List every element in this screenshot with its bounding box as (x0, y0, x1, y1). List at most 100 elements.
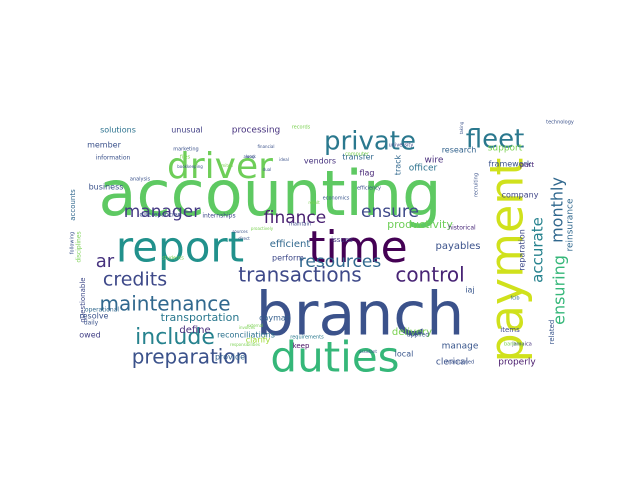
word-information: information (96, 155, 131, 162)
word-properly: properly (498, 358, 536, 368)
word-iaj: iaj (465, 286, 474, 295)
word-analysis: analysis (130, 177, 151, 183)
word-reconciliations: reconciliations (217, 331, 275, 340)
word-files: files (180, 155, 191, 161)
word-efficient: efficient (270, 239, 311, 250)
word-vendors: vendors (304, 157, 336, 166)
word-time: time (308, 222, 407, 273)
word-financial: financial (258, 144, 275, 149)
word-resources: resources (299, 252, 382, 272)
word-resolve: resolve (80, 312, 109, 321)
word-banking: banking (504, 342, 524, 348)
word-jamaica: jamaica (511, 342, 532, 348)
word-provide: provide (215, 353, 245, 362)
word-applied: applied (407, 332, 429, 339)
word-disciplines: disciplines (76, 231, 83, 262)
word-students: students (162, 256, 184, 262)
word-maintained: maintained (446, 360, 474, 366)
word-manager: manager (124, 202, 200, 222)
word-officer: officer (409, 164, 438, 174)
word-branch: branch (256, 280, 465, 350)
word-cayman: cayman (259, 314, 291, 323)
word-member: member (87, 141, 122, 150)
word-dual: dual (263, 167, 272, 172)
word-perform: perform (272, 254, 304, 263)
word-external: external (247, 323, 263, 328)
word-internships: internships (202, 213, 235, 220)
word-related: related (548, 320, 556, 345)
word-ar: ar (96, 251, 115, 272)
word-ensure: ensure (361, 202, 419, 222)
word-productivity: productivity (387, 218, 453, 231)
word-maintain: maintain (289, 222, 311, 228)
word-university: university (389, 143, 414, 149)
word-fleet: fleet (466, 125, 525, 155)
word-bookkeeping: bookkeeping (177, 164, 203, 169)
word-keep: keep (293, 342, 310, 350)
word-preparation: preparation (132, 345, 249, 369)
word-unusual: unusual (171, 126, 203, 135)
word-ideal: ideal (279, 157, 289, 162)
word-taking: taking (459, 121, 464, 134)
word-driver: driver (167, 146, 273, 187)
word-solutions: solutions (100, 126, 136, 135)
word-direct: direct (238, 236, 250, 241)
word-duties: duties (270, 333, 399, 382)
word-operational: operational (85, 307, 119, 314)
word-owed: owed (79, 331, 100, 340)
word-issues: issues (331, 236, 353, 244)
word-transactions: transactions (238, 263, 361, 287)
word-support: support (488, 144, 523, 154)
word-monthly: monthly (548, 177, 567, 243)
word-invoices: invoices (239, 325, 255, 330)
word-framework: framework (488, 160, 531, 169)
word-items: items (500, 326, 520, 334)
word-reinsurance: reinsurance (566, 198, 576, 252)
word-finance: finance (264, 208, 326, 228)
word-accounting: accounting (99, 157, 442, 230)
word-responsibilities: responsibilities (230, 342, 260, 347)
word-credits: credits (103, 269, 167, 291)
word-control: control (395, 263, 464, 287)
word-proactively: proactively (251, 226, 274, 231)
word-reparation: reparation (518, 229, 527, 271)
word-ensuring: ensuring (550, 255, 569, 325)
word-part: part (520, 161, 535, 169)
word-private: private (324, 127, 416, 157)
word-payables: payables (435, 241, 480, 252)
word-daily: daily (84, 320, 99, 327)
word-wire: wire (425, 156, 444, 166)
word-accurate: accurate (529, 217, 547, 283)
word-transfer: transfer (342, 153, 374, 162)
word-flag: flag (359, 169, 374, 178)
word-technology: technology (546, 120, 574, 126)
word-recruiting: recruiting (474, 173, 480, 197)
word-research: research (442, 146, 477, 155)
word-processing: processing (232, 126, 281, 136)
word-marketing: marketing (173, 147, 198, 153)
word-clarify: clarify (246, 336, 271, 345)
word-accounts: accounts (69, 189, 77, 221)
word-along: along (243, 154, 255, 159)
word-result: result (308, 200, 320, 205)
word-payment: payment (480, 158, 534, 363)
word-computer: computer (345, 152, 370, 158)
word-historical: historical (448, 225, 476, 232)
word-fcib: fcib (510, 296, 519, 302)
word-sources: sources (232, 229, 247, 234)
word-efficiency: efficiency (357, 186, 381, 192)
word-business: business (89, 183, 124, 192)
word-company: company (502, 191, 539, 200)
word-track: track (394, 154, 403, 175)
word-following: following (70, 232, 76, 254)
word-manage: manage (442, 342, 479, 352)
word-define: define (179, 325, 210, 336)
word-requirements: requirements (290, 335, 324, 341)
word-assistant: assistant (359, 349, 377, 354)
word-questionable: questionable (79, 277, 87, 322)
word-delivery: delivery (392, 327, 432, 338)
word-include: include (135, 325, 215, 350)
word-transportation: transportation (161, 311, 240, 324)
word-report: report (116, 223, 244, 272)
